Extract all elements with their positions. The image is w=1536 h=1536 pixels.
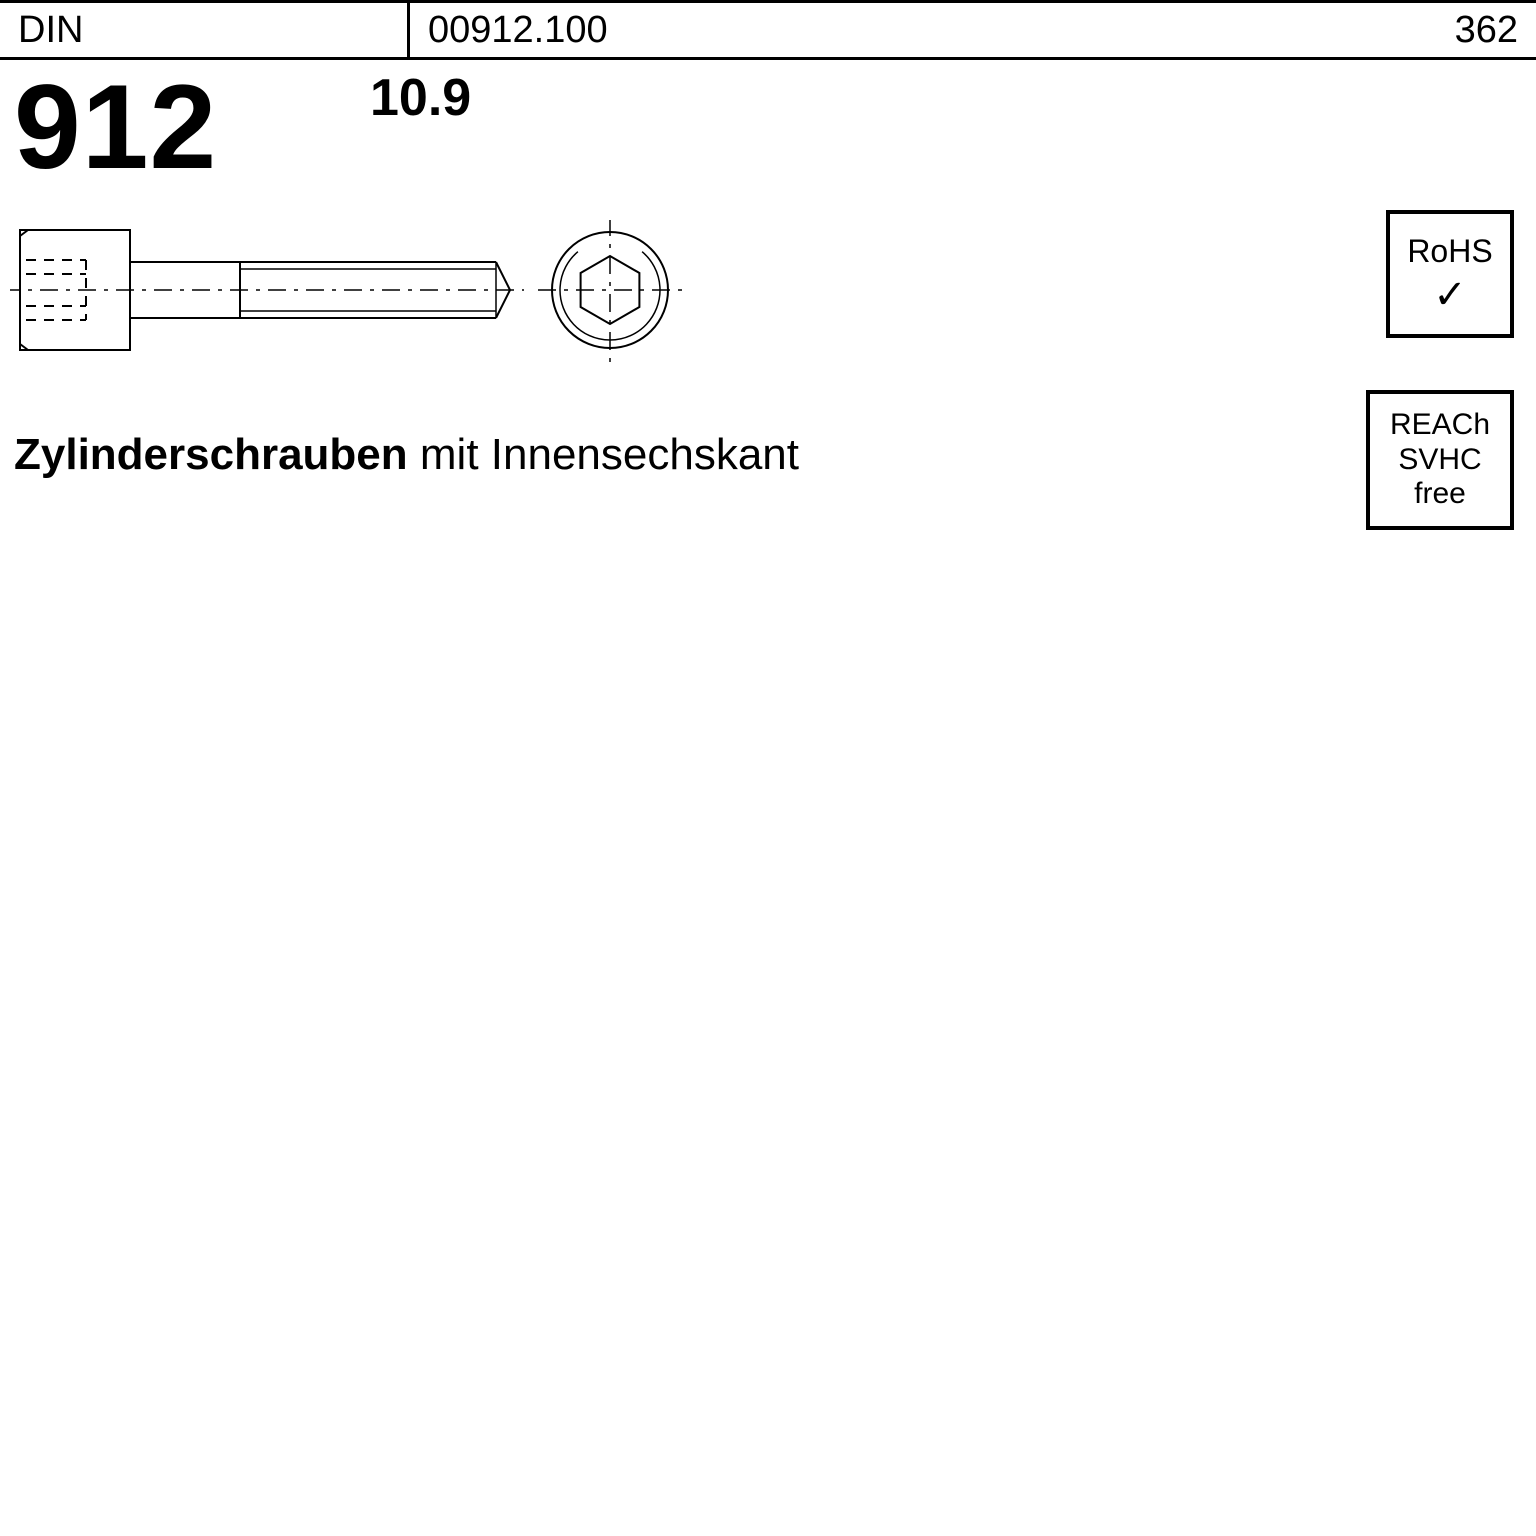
screw-drawing (10, 220, 710, 380)
description-main: Zylinderschrauben (14, 430, 408, 479)
header-row: DIN 00912.100 362 (0, 0, 1536, 60)
check-icon: ✓ (1433, 275, 1467, 315)
reach-line3: free (1414, 477, 1466, 512)
din-number: 912 (14, 58, 217, 196)
product-description: Zylinderschrauben mit Innensechskant (14, 430, 799, 480)
header-code: 00912.100 (410, 3, 1336, 57)
description-sub: mit Innensechskant (420, 430, 799, 479)
rohs-badge: RoHS ✓ (1386, 210, 1514, 338)
reach-line1: REACh (1390, 408, 1490, 443)
reach-badge: REACh SVHC free (1366, 390, 1514, 530)
header-standard: DIN (0, 3, 410, 57)
rohs-label: RoHS (1407, 233, 1492, 270)
strength-grade: 10.9 (370, 68, 471, 128)
reach-line2: SVHC (1398, 443, 1481, 478)
header-page: 362 (1455, 3, 1518, 57)
